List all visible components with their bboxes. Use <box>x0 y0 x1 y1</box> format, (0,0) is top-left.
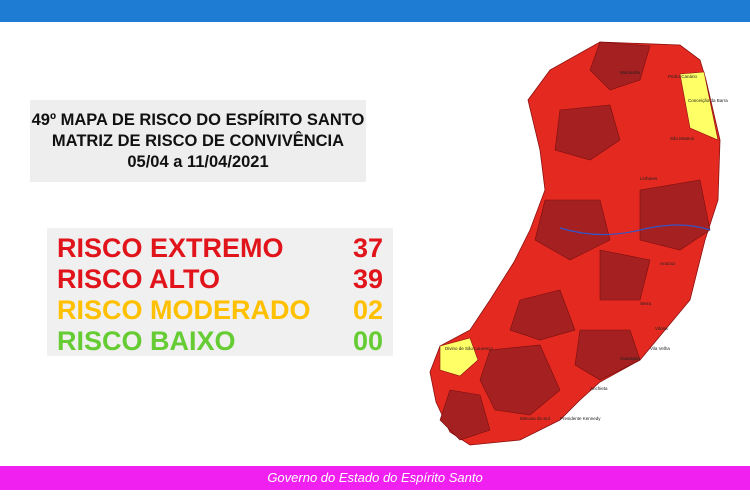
municipality-label: Conceição da Barra <box>688 98 728 103</box>
moderate-region <box>439 337 479 377</box>
risk-count: 00 <box>352 326 383 356</box>
municipality-label: Serra <box>640 301 652 306</box>
municipality-label: Montanha <box>620 70 641 75</box>
municipality-label: Divino de São Lourenço <box>445 346 494 351</box>
title-line: 49º MAPA DE RISCO DO ESPÍRITO SANTO <box>31 110 365 129</box>
risk-label: RISCO ALTO <box>57 264 221 294</box>
river <box>559 224 711 236</box>
municipality-label: São Mateus <box>670 136 695 141</box>
risk-label: RISCO BAIXO <box>57 326 236 356</box>
legend-row: RISCO ALTO 39 <box>57 264 383 295</box>
high-risk-regions <box>439 41 711 441</box>
municipality-label: Mimoso do Sul <box>520 416 550 421</box>
top-bar <box>0 0 750 22</box>
municipality-label: Aracruz <box>660 261 676 266</box>
risk-count: 37 <box>352 233 383 263</box>
municipality-label: Presidente Kennedy <box>560 416 601 421</box>
title-box: 49º MAPA DE RISCO DO ESPÍRITO SANTO MATR… <box>30 100 366 182</box>
risk-label: RISCO EXTREMO <box>57 233 284 263</box>
municipality-label: Vila Velha <box>650 346 670 351</box>
map: Montanha Pedro Canário Conceição da Barra S… <box>429 41 728 446</box>
risk-count: 02 <box>352 295 383 325</box>
title-line: MATRIZ DE RISCO DE CONVIVÊNCIA <box>51 131 345 150</box>
municipality-label: Linhares <box>640 176 658 181</box>
municipality-label: Guarapari <box>620 356 640 361</box>
municipality-label: Vitória <box>655 326 668 331</box>
title-line: 05/04 a 11/04/2021 <box>127 152 269 171</box>
legend-row: RISCO BAIXO 00 <box>57 326 383 357</box>
moderate-region <box>679 71 719 141</box>
legend: RISCO EXTREMO 37 RISCO ALTO 39 RISCO MODERAD… <box>47 228 393 356</box>
legend-row: RISCO MODERADO 02 <box>57 295 383 326</box>
legend-row: RISCO EXTREMO 37 <box>57 233 383 264</box>
municipality-label: Anchieta <box>590 386 608 391</box>
risk-label: RISCO MODERADO <box>57 295 311 325</box>
municipality-label: Pedro Canário <box>668 74 698 79</box>
risk-count: 39 <box>352 264 383 294</box>
footer: Governo do Estado do Espírito Santo <box>0 466 750 490</box>
